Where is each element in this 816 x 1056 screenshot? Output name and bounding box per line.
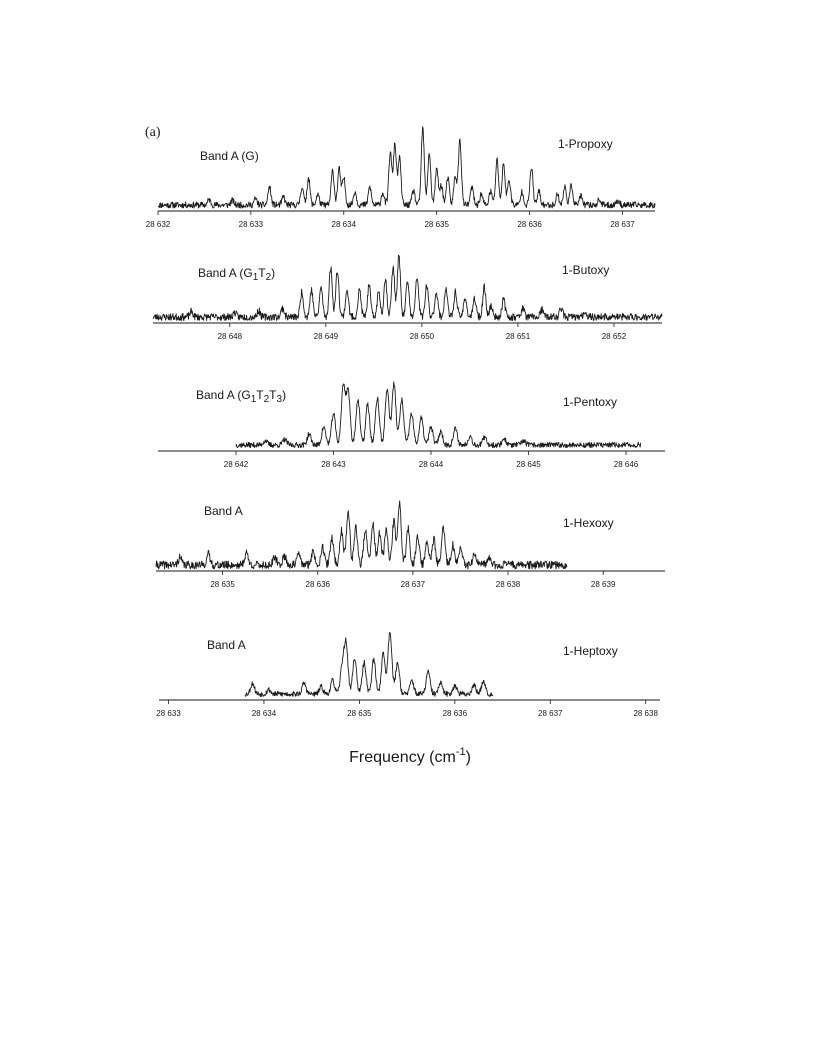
band-label-text: Band A (G) <box>200 149 259 163</box>
x-axis-label: Frequency (cm-1) <box>349 746 471 766</box>
x-tick-label: 28 639 <box>591 580 616 589</box>
band-label-subscript: 2 <box>264 394 270 405</box>
x-tick-label: 28 635 <box>347 709 372 718</box>
x-tick-label: 28 642 <box>224 460 249 469</box>
x-tick-label: 28 634 <box>332 220 357 229</box>
x-tick-label: 28 637 <box>538 709 563 718</box>
x-tick-label: 28 634 <box>252 709 277 718</box>
spectrum-trace <box>155 500 568 570</box>
band-label-subscript: 3 <box>277 394 283 405</box>
spectra-panels: 28 632 28 633 28 634 28 635 28 636 28 637 Band… <box>146 126 665 718</box>
band-label-text: Band A (G <box>198 266 253 280</box>
x-tick-label: 28 652 <box>602 332 627 341</box>
x-tick-label: 28 645 <box>516 460 541 469</box>
band-label-subscript: 1 <box>251 394 257 405</box>
molecule-label: 1-Hexoxy <box>563 516 614 530</box>
spectrum-trace <box>244 632 494 698</box>
x-axis-label-end: ) <box>466 749 471 766</box>
x-tick-label: 28 651 <box>506 332 531 341</box>
x-tick-label: 28 643 <box>321 460 346 469</box>
band-label: Band A (G1T2) <box>198 266 275 283</box>
molecule-label: 1-Pentoxy <box>563 395 617 409</box>
band-label-text: ) <box>271 266 275 280</box>
band-label-text: T <box>269 388 277 402</box>
band-label-text: Band A (G <box>196 388 251 402</box>
x-axis-label-main: Frequency (cm <box>349 749 456 766</box>
x-tick-label: 28 632 <box>146 220 171 229</box>
molecule-label: 1-Heptoxy <box>563 644 618 658</box>
panel-letter: (a) <box>145 125 161 140</box>
molecule-label: 1-Propoxy <box>558 137 613 151</box>
band-label: Band A (G) <box>200 149 259 163</box>
band-label-text: T <box>256 388 264 402</box>
spectrum-panel: 28 632 28 633 28 634 28 635 28 636 28 637 Band… <box>146 126 656 229</box>
band-label-text: ) <box>282 388 286 402</box>
x-tick-label: 28 650 <box>410 332 435 341</box>
band-label-text: T <box>258 266 266 280</box>
spectrum-trace <box>235 381 642 449</box>
x-tick-label: 28 636 <box>517 220 542 229</box>
band-label-subscript: 2 <box>266 272 272 283</box>
band-label: Band A <box>207 638 246 652</box>
x-tick-label: 28 633 <box>156 709 181 718</box>
spectrum-trace <box>157 126 656 209</box>
spectrum-trace <box>152 254 663 322</box>
x-tick-label: 28 635 <box>210 580 235 589</box>
x-tick-label: 28 636 <box>306 580 331 589</box>
x-tick-label: 28 633 <box>239 220 264 229</box>
x-tick-label: 28 638 <box>496 580 521 589</box>
band-label-text: Band A <box>207 638 246 652</box>
x-tick-label: 28 637 <box>610 220 635 229</box>
x-tick-label: 28 636 <box>443 709 468 718</box>
x-tick-label: 28 638 <box>633 709 658 718</box>
x-tick-label: 28 635 <box>424 220 449 229</box>
x-axis-label-sup: -1 <box>456 746 466 758</box>
x-tick-label: 28 637 <box>401 580 426 589</box>
spectrum-panel: 28 633 28 634 28 635 28 636 28 637 28 638 Band… <box>156 632 660 718</box>
molecule-label: 1-Butoxy <box>562 263 609 277</box>
spectrum-panel: 28 635 28 636 28 637 28 638 28 639 Band A 1-He… <box>155 500 665 589</box>
x-tick-label: 28 644 <box>419 460 444 469</box>
x-tick-label: 28 648 <box>218 332 243 341</box>
x-tick-label: 28 646 <box>614 460 639 469</box>
band-label: Band A (G1T2T3) <box>196 388 286 405</box>
band-label-text: Band A <box>204 504 243 518</box>
band-label-subscript: 1 <box>253 272 259 283</box>
band-label: Band A <box>204 504 243 518</box>
x-tick-label: 28 649 <box>314 332 339 341</box>
